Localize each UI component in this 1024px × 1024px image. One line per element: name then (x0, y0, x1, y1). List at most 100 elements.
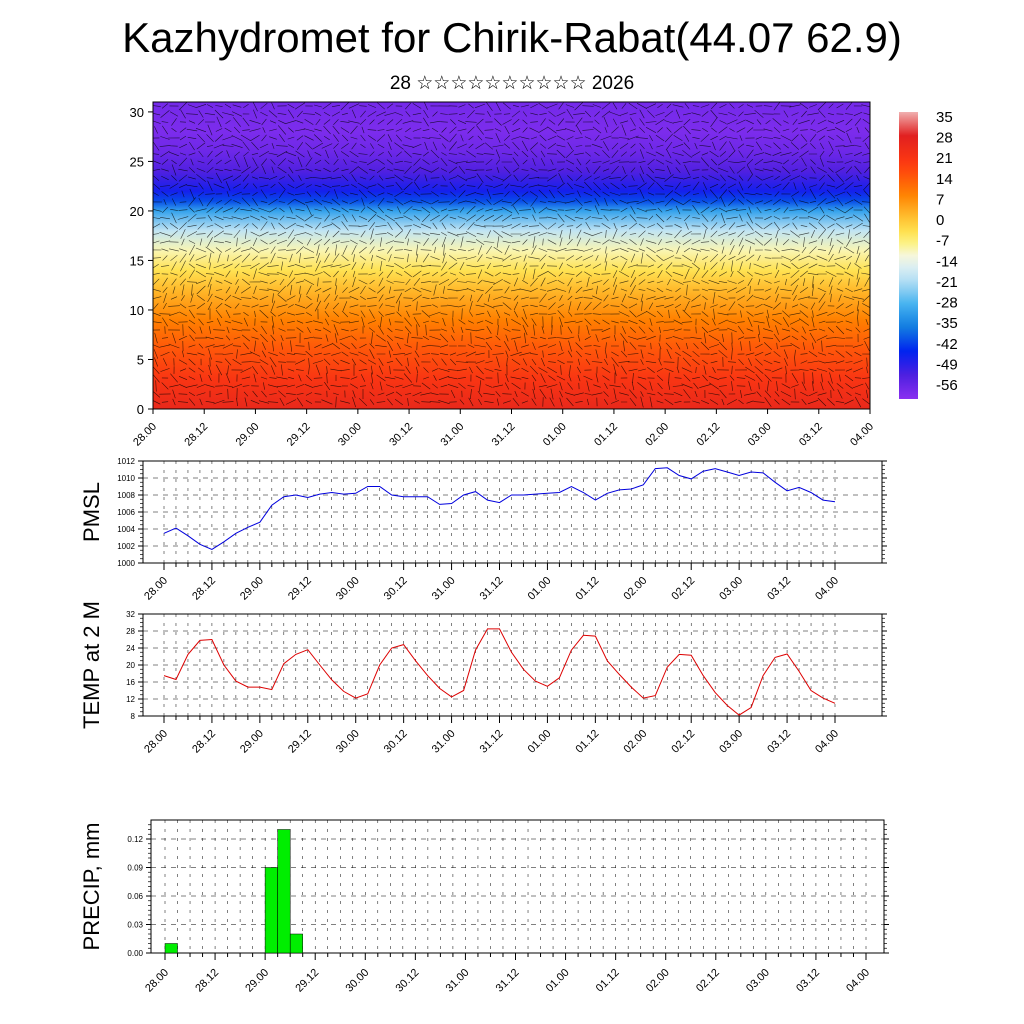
x-tick-label: 03.12 (765, 575, 793, 603)
y-tick-label: 1002 (117, 542, 135, 551)
x-tick-label: 31.12 (478, 728, 506, 756)
x-tick-label: 29.00 (243, 967, 271, 995)
colorbar-label: -35 (936, 315, 958, 332)
y-axis-label: TEMP at 2 M (79, 601, 104, 729)
y-tick-label: 5 (137, 352, 144, 367)
x-tick-label: 02.12 (669, 728, 697, 756)
x-tick-label: 04.00 (848, 421, 876, 449)
x-tick-label: 04.00 (813, 575, 841, 603)
x-tick-label: 31.12 (490, 421, 518, 449)
y-tick-label: 1010 (117, 474, 135, 483)
colorbar-label: -42 (936, 336, 958, 353)
wind-vector-field (153, 102, 870, 408)
x-tick-label: 30.00 (334, 575, 362, 603)
y-tick-label: 8 (131, 712, 136, 721)
y-tick-label: 0.03 (127, 921, 143, 930)
x-tick-label: 01.12 (592, 421, 620, 449)
x-tick-label: 01.12 (574, 575, 602, 603)
x-tick-label: 29.00 (238, 728, 266, 756)
x-tick-label: 31.00 (438, 421, 466, 449)
y-tick-label: 1006 (117, 508, 135, 517)
wind-vectors (153, 102, 870, 408)
colorbar-label: -56 (936, 377, 958, 394)
y-tick-label: 25 (130, 154, 144, 169)
y-tick-label: 12 (126, 695, 135, 704)
colorbar-label: 28 (936, 130, 953, 147)
colorbar-label: -21 (936, 274, 958, 291)
y-tick-label: 0.06 (127, 892, 143, 901)
colorbar-label: -49 (936, 356, 958, 373)
x-tick-label: 29.00 (238, 575, 266, 603)
x-tick-label: 30.12 (387, 421, 415, 449)
colorbar-label: -28 (936, 295, 958, 312)
x-tick-label: 28.00 (131, 421, 159, 449)
colorbar-label: 7 (936, 191, 944, 208)
x-tick-label: 30.00 (343, 967, 371, 995)
temp-panel: 8 12 16 20 24 28 32 28.00 28.12 29.00 29.12 30.00 30… (79, 601, 887, 756)
x-tick-label: 30.00 (336, 421, 364, 449)
x-tick-label: 03.12 (794, 967, 822, 995)
colorbar-label: -14 (936, 253, 958, 270)
x-tick-label: 28.12 (190, 575, 218, 603)
x-tick-label: 01.12 (574, 728, 602, 756)
y-axis-label: PMSL (79, 482, 104, 542)
precip-bar (164, 943, 178, 954)
x-tick-label: 29.00 (234, 421, 262, 449)
x-tick-label: 31.12 (494, 967, 522, 995)
x-tick-label: 28.12 (193, 967, 221, 995)
y-tick-label: 24 (126, 644, 135, 653)
x-tick-label: 31.00 (444, 967, 472, 995)
x-tick-label: 30.12 (382, 728, 410, 756)
y-tick-label: 15 (130, 253, 144, 268)
colorbar-label: -7 (936, 233, 949, 250)
panel-frame (150, 819, 885, 954)
colorbar-label: 0 (936, 212, 944, 229)
precip-panel: 0.00 0.03 0.06 0.09 0.12 28.00 28.12 29.00 29.12… (79, 819, 889, 995)
x-tick-label: 02.00 (621, 575, 649, 603)
colorbar: 35 28 21 14 7 0 -7 -14 -21 -28 -35 -42 -49 -56 (899, 109, 958, 399)
x-tick-label: 01.00 (526, 575, 554, 603)
y-tick-label: 32 (126, 610, 135, 619)
x-tick-label: 01.12 (594, 967, 622, 995)
y-tick-label: 1008 (117, 491, 135, 500)
x-tick-label: 28.00 (142, 728, 170, 756)
x-tick-label: 31.00 (430, 728, 458, 756)
y-tick-label: 16 (126, 678, 135, 687)
cross-section-panel: 0 5 10 15 20 25 30 28.00 28.12 29.00 29.12 30.00 30.… (130, 101, 876, 449)
x-tick-label: 30.12 (382, 575, 410, 603)
y-tick-label: 28 (126, 627, 135, 636)
x-tick-label: 01.00 (526, 728, 554, 756)
x-tick-label: 28.12 (182, 421, 210, 449)
x-tick-label: 29.12 (285, 421, 313, 449)
x-tick-label: 30.12 (394, 967, 422, 995)
x-tick-label: 01.00 (541, 421, 569, 449)
y-tick-label: 20 (126, 661, 135, 670)
precip-bar (277, 829, 291, 954)
x-tick-label: 03.12 (765, 728, 793, 756)
colorbar-label: 35 (936, 109, 953, 126)
y-tick-label: 0.00 (127, 949, 143, 958)
x-tick-label: 03.12 (797, 421, 825, 449)
x-tick-label: 28.00 (143, 967, 171, 995)
x-tick-label: 04.00 (844, 967, 872, 995)
pmsl-series-line (163, 467, 836, 550)
y-tick-label: 0.12 (127, 835, 143, 844)
precip-bar (264, 867, 278, 954)
page-subtitle: 28 ☆☆☆☆☆☆☆☆☆☆ 2026 (389, 73, 635, 94)
x-tick-label: 31.00 (430, 575, 458, 603)
y-tick-label: 10 (130, 303, 144, 318)
y-tick-label: 0 (137, 402, 144, 417)
colorbar-label: 21 (936, 150, 953, 167)
x-tick-label: 02.00 (621, 728, 649, 756)
x-tick-label: 02.12 (669, 575, 697, 603)
x-tick-label: 02.00 (643, 421, 671, 449)
y-tick-label: 1000 (117, 559, 135, 568)
x-tick-label: 31.12 (478, 575, 506, 603)
x-tick-label: 01.00 (544, 967, 572, 995)
colorbar-label: 14 (936, 171, 953, 188)
y-tick-label: 0.09 (127, 864, 143, 873)
x-tick-label: 03.00 (746, 421, 774, 449)
x-tick-label: 03.00 (744, 967, 772, 995)
x-tick-label: 30.00 (334, 728, 362, 756)
x-tick-label: 03.00 (717, 575, 745, 603)
